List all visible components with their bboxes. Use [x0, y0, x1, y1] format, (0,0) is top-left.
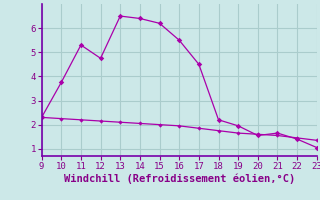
X-axis label: Windchill (Refroidissement éolien,°C): Windchill (Refroidissement éolien,°C) — [64, 173, 295, 184]
